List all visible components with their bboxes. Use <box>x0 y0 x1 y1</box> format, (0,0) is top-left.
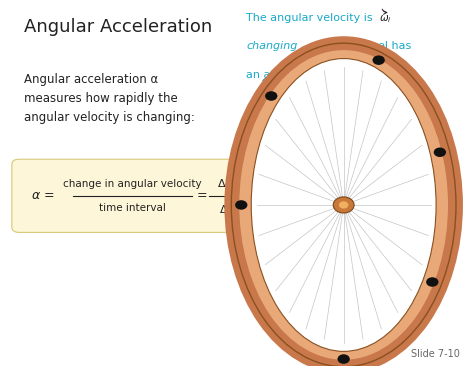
Text: Angular acceleration α
measures how rapidly the
angular velocity is changing:: Angular acceleration α measures how rapi… <box>24 73 194 124</box>
Ellipse shape <box>231 43 456 366</box>
Text: The angular velocity is: The angular velocity is <box>246 13 373 23</box>
Text: $\omega_i$: $\omega_i$ <box>379 14 392 25</box>
Text: changing: changing <box>246 41 298 51</box>
Circle shape <box>373 55 385 65</box>
Circle shape <box>339 201 348 209</box>
Text: =: = <box>197 189 207 202</box>
Circle shape <box>235 200 247 210</box>
Ellipse shape <box>239 49 448 361</box>
Text: , so the wheel has: , so the wheel has <box>310 41 412 51</box>
Circle shape <box>337 354 350 364</box>
Text: $\Delta\omega$: $\Delta\omega$ <box>218 177 236 189</box>
Circle shape <box>333 197 354 213</box>
Text: $\omega_f$: $\omega_f$ <box>262 79 276 91</box>
FancyBboxPatch shape <box>12 159 263 232</box>
Circle shape <box>265 91 277 101</box>
Text: change in angular velocity: change in angular velocity <box>64 179 202 189</box>
Text: $\alpha$ =: $\alpha$ = <box>31 189 55 202</box>
Circle shape <box>426 277 438 287</box>
Text: $t_i$: $t_i$ <box>384 55 392 69</box>
Text: Angular Acceleration: Angular Acceleration <box>24 18 212 36</box>
Text: $\Delta t$: $\Delta t$ <box>219 203 234 215</box>
Ellipse shape <box>251 59 436 351</box>
Text: Slide 7-10: Slide 7-10 <box>411 349 460 359</box>
Text: $t_f$: $t_f$ <box>257 98 266 112</box>
Circle shape <box>434 147 446 157</box>
Text: time interval: time interval <box>99 203 166 213</box>
Text: an angular acceleration.: an angular acceleration. <box>246 70 383 80</box>
